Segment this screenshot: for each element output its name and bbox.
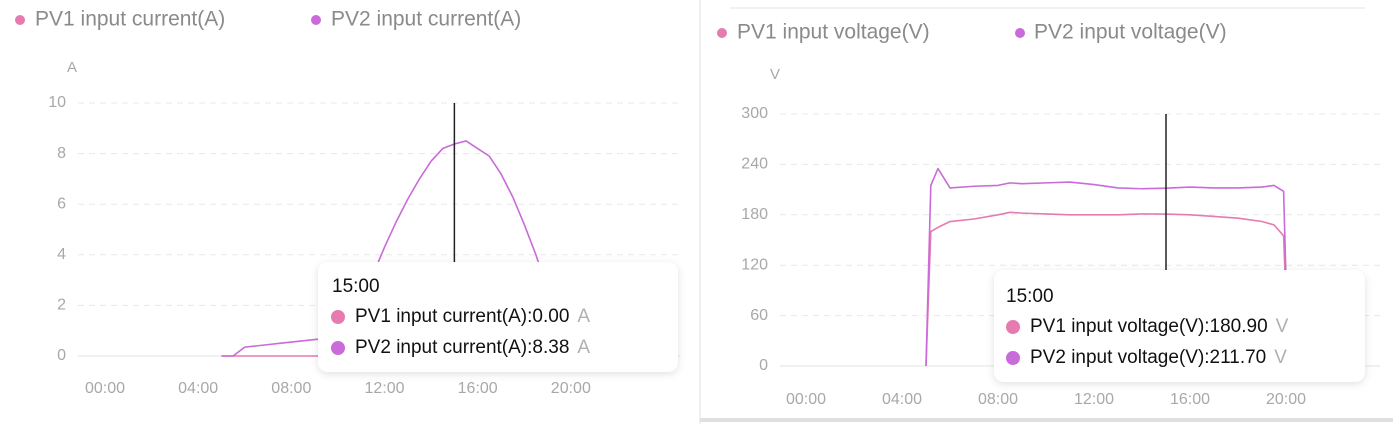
tooltip-label: PV1 input voltage(V):180.90 [1030, 316, 1268, 337]
x-tick-label: 04:00 [178, 380, 218, 397]
tooltip-item: PV2 input current(A):8.38 A [355, 337, 590, 358]
x-tick-label: 12:00 [1074, 391, 1114, 408]
y-tick-label: 120 [741, 256, 768, 273]
tooltip-box [994, 270, 1365, 382]
y-tick-label: 180 [741, 206, 768, 223]
x-tick-label: 08:00 [271, 380, 311, 397]
axis-unit: A [67, 59, 77, 76]
series-line [221, 140, 572, 357]
axis-unit: V [770, 66, 780, 83]
series-line [925, 167, 1290, 367]
x-tick-label: 08:00 [978, 391, 1018, 408]
y-tick-label: 240 [741, 156, 768, 173]
y-tick-label: 6 [57, 195, 66, 212]
legend-marker [717, 28, 727, 38]
legend-label: PV2 input current(A) [331, 8, 521, 31]
legend-label: PV1 input voltage(V) [737, 21, 930, 44]
tooltip-marker [331, 310, 345, 324]
tooltip-marker [331, 341, 345, 355]
legend-marker [1015, 28, 1025, 38]
y-tick-label: 10 [48, 94, 66, 111]
series-line [925, 211, 1290, 367]
tooltip-title: 15:00 [332, 276, 380, 297]
y-tick-label: 0 [759, 357, 768, 374]
x-tick-label: 00:00 [786, 391, 826, 408]
tooltip-unit: A [577, 337, 590, 358]
y-tick-label: 2 [57, 297, 66, 314]
y-tick-label: 8 [57, 145, 66, 162]
tooltip-marker [1006, 320, 1020, 334]
legend-label: PV1 input current(A) [35, 8, 225, 31]
y-tick-label: 4 [57, 246, 66, 263]
y-tick-label: 60 [750, 307, 768, 324]
legend-marker [311, 15, 321, 25]
tooltip-label: PV2 input current(A):8.38 [355, 337, 569, 358]
tooltip-item: PV2 input voltage(V):211.70 V [1030, 347, 1287, 368]
tooltip-label: PV1 input current(A):0.00 [355, 306, 569, 327]
tooltip-item: PV1 input voltage(V):180.90 V [1030, 316, 1289, 337]
legend-marker [15, 15, 25, 25]
legend-label: PV2 input voltage(V) [1034, 21, 1227, 44]
x-tick-label: 20:00 [551, 380, 591, 397]
tooltip-title: 15:00 [1006, 286, 1054, 307]
x-tick-label: 00:00 [85, 380, 125, 397]
x-tick-label: 16:00 [1170, 391, 1210, 408]
tooltip-unit: V [1276, 316, 1289, 337]
x-tick-label: 04:00 [882, 391, 922, 408]
y-tick-label: 0 [57, 347, 66, 364]
y-tick-label: 300 [741, 105, 768, 122]
x-tick-label: 12:00 [364, 380, 404, 397]
tooltip-unit: A [577, 306, 590, 327]
tooltip-marker [1006, 351, 1020, 365]
tooltip-box [318, 262, 678, 372]
x-tick-label: 20:00 [1266, 391, 1306, 408]
tooltip-item: PV1 input current(A):0.00 A [355, 306, 590, 327]
x-tick-label: 16:00 [458, 380, 498, 397]
tooltip-unit: V [1274, 347, 1287, 368]
tooltip-label: PV2 input voltage(V):211.70 [1030, 347, 1266, 368]
